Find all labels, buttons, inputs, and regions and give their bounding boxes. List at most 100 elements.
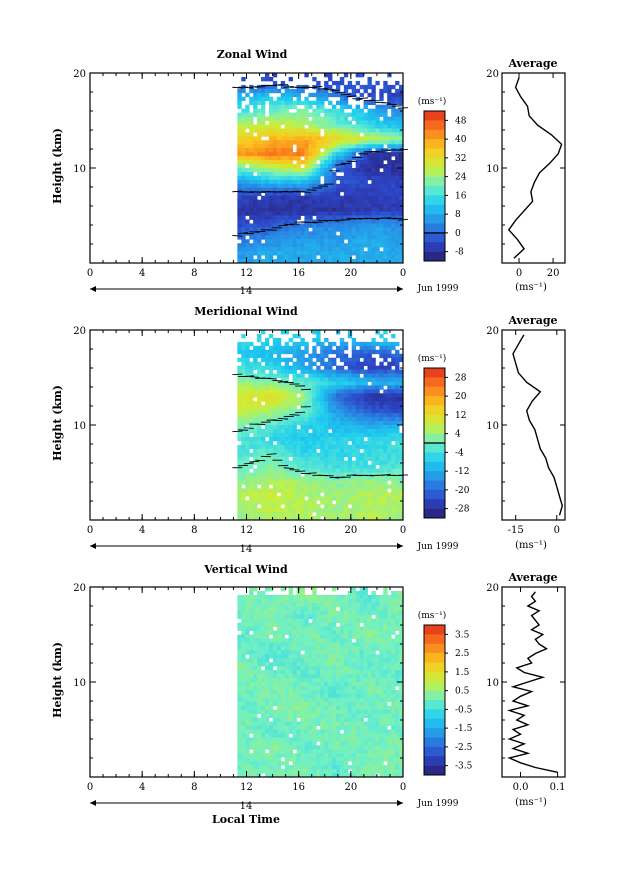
meridional-heatmap-cell xyxy=(268,500,274,505)
zonal-heatmap-cell xyxy=(264,195,270,201)
meridional-heatmap-cell xyxy=(280,405,286,410)
zonal-heatmap-cell xyxy=(343,140,349,145)
meridional-heatmap-cell xyxy=(387,377,392,382)
zonal-heatmap-cell xyxy=(261,207,266,212)
zonal-heatmap-cell xyxy=(284,199,290,205)
zonal-heatmap-cell xyxy=(379,136,384,141)
zonal-heatmap-cell xyxy=(387,235,392,240)
zonal-heatmap-cell xyxy=(367,251,372,256)
meridional-heatmap-cell xyxy=(387,393,392,398)
zonal-heatmap-cell xyxy=(312,183,317,189)
vertical-heatmap-cell xyxy=(268,646,274,651)
meridional-heatmap-cell xyxy=(284,492,290,497)
meridional-heatmap-cell xyxy=(272,421,278,426)
zonal-heatmap-cell xyxy=(280,132,286,137)
vertical-heatmap-cell xyxy=(332,614,337,620)
meridional-heatmap-cell xyxy=(399,397,404,402)
zonal-contour-segment xyxy=(352,98,363,100)
meridional-heatmap-cell xyxy=(320,369,325,374)
zonal-heatmap-cell xyxy=(268,215,274,220)
meridional-heatmap-cell xyxy=(320,436,325,442)
zonal-heatmap-cell xyxy=(328,175,333,181)
zonal-heatmap-cell xyxy=(280,215,286,220)
meridional-heatmap-cell xyxy=(395,500,400,505)
vertical-heatmap-cell xyxy=(316,598,321,604)
meridional-heatmap-cell xyxy=(371,357,376,363)
zonal-heatmap-cell xyxy=(249,207,254,212)
zonal-heatmap-cell xyxy=(391,211,396,216)
zonal-heatmap-cell xyxy=(308,247,313,252)
vertical-heatmap-cell xyxy=(288,614,293,620)
meridional-heatmap-cell xyxy=(264,393,270,398)
zonal-heatmap-cell xyxy=(264,175,270,181)
zonal-heatmap-cell xyxy=(367,247,372,252)
zonal-heatmap-cell xyxy=(387,88,392,94)
vertical-heatmap-cell xyxy=(257,658,262,663)
zonal-heatmap-cell xyxy=(312,108,317,113)
meridional-heatmap-cell xyxy=(375,377,380,382)
meridional-heatmap-cell xyxy=(332,484,337,489)
vertical-heatmap-cell xyxy=(272,610,278,616)
zonal-heatmap-cell xyxy=(268,247,274,252)
meridional-heatmap-cell xyxy=(379,504,384,509)
zonal-heatmap-cell xyxy=(253,144,258,149)
meridional-heatmap-cell xyxy=(351,428,357,434)
vertical-heatmap-cell xyxy=(257,666,262,671)
vertical-heatmap-cell xyxy=(320,658,325,663)
zonal-wind-ylabel: Height (km) xyxy=(51,128,64,204)
vertical-heatmap-cell xyxy=(288,630,293,635)
zonal-heatmap-cell xyxy=(296,88,301,94)
vertical-heatmap-cell xyxy=(359,630,364,635)
meridional-heatmap-cell xyxy=(351,480,357,485)
vertical-heatmap-cell xyxy=(272,658,278,663)
zonal-heatmap-cell xyxy=(363,168,368,173)
meridional-heatmap-cell xyxy=(237,421,242,426)
meridional-heatmap-cell xyxy=(395,361,400,367)
zonal-heatmap-cell xyxy=(280,235,286,240)
zonal-heatmap-cell xyxy=(249,88,254,94)
meridional-heatmap-cell xyxy=(261,432,266,438)
meridional-heatmap-cell xyxy=(347,401,353,406)
meridional-heatmap-cell xyxy=(383,500,388,505)
zonal-heatmap-cell xyxy=(379,140,384,145)
vertical-heatmap-cell xyxy=(383,670,388,675)
zonal-heatmap-cell xyxy=(253,128,258,133)
meridional-heatmap-cell xyxy=(268,393,274,398)
vertical-heatmap-cell xyxy=(264,614,270,620)
meridional-heatmap-cell xyxy=(371,436,376,442)
zonal-heatmap-cell xyxy=(316,191,321,197)
zonal-heatmap-cell xyxy=(296,92,301,98)
zonal-heatmap-cell xyxy=(320,156,325,161)
zonal-heatmap-cell xyxy=(292,195,297,201)
vertical-heatmap-cell xyxy=(320,646,325,651)
zonal-heatmap-cell xyxy=(335,92,341,98)
meridional-heatmap-cell xyxy=(308,409,313,414)
zonal-heatmap-cell xyxy=(257,227,262,232)
zonal-heatmap-cell xyxy=(296,247,301,252)
zonal-heatmap-cell xyxy=(351,259,357,264)
meridional-heatmap-cell xyxy=(261,405,266,410)
meridional-heatmap-cell xyxy=(288,500,293,505)
meridional-heatmap-cell xyxy=(371,393,376,398)
meridional-heatmap-cell xyxy=(316,341,321,347)
meridional-heatmap-cell xyxy=(316,409,321,414)
meridional-heatmap-cell xyxy=(284,405,290,410)
zonal-heatmap-cell xyxy=(355,251,361,256)
meridional-heatmap-cell xyxy=(375,504,380,509)
meridional-heatmap-cell xyxy=(268,421,274,426)
zonal-heatmap-cell xyxy=(284,187,290,193)
meridional-colorbar-band xyxy=(424,508,445,519)
zonal-heatmap-cell xyxy=(383,235,388,240)
vertical-heatmap-cell xyxy=(359,654,364,659)
vertical-heatmap-cell xyxy=(249,634,254,639)
meridional-heatmap-cell xyxy=(296,397,301,402)
zonal-heatmap-cell xyxy=(347,243,353,248)
meridional-heatmap-cell xyxy=(379,484,384,489)
zonal-heatmap-cell xyxy=(241,179,246,185)
meridional-heatmap-cell xyxy=(284,432,290,438)
meridional-heatmap-cell xyxy=(288,480,293,485)
zonal-heatmap-cell xyxy=(268,207,274,212)
zonal-heatmap-cell xyxy=(355,164,361,169)
vertical-heatmap-cell xyxy=(249,614,254,620)
meridional-heatmap-cell xyxy=(379,500,384,505)
